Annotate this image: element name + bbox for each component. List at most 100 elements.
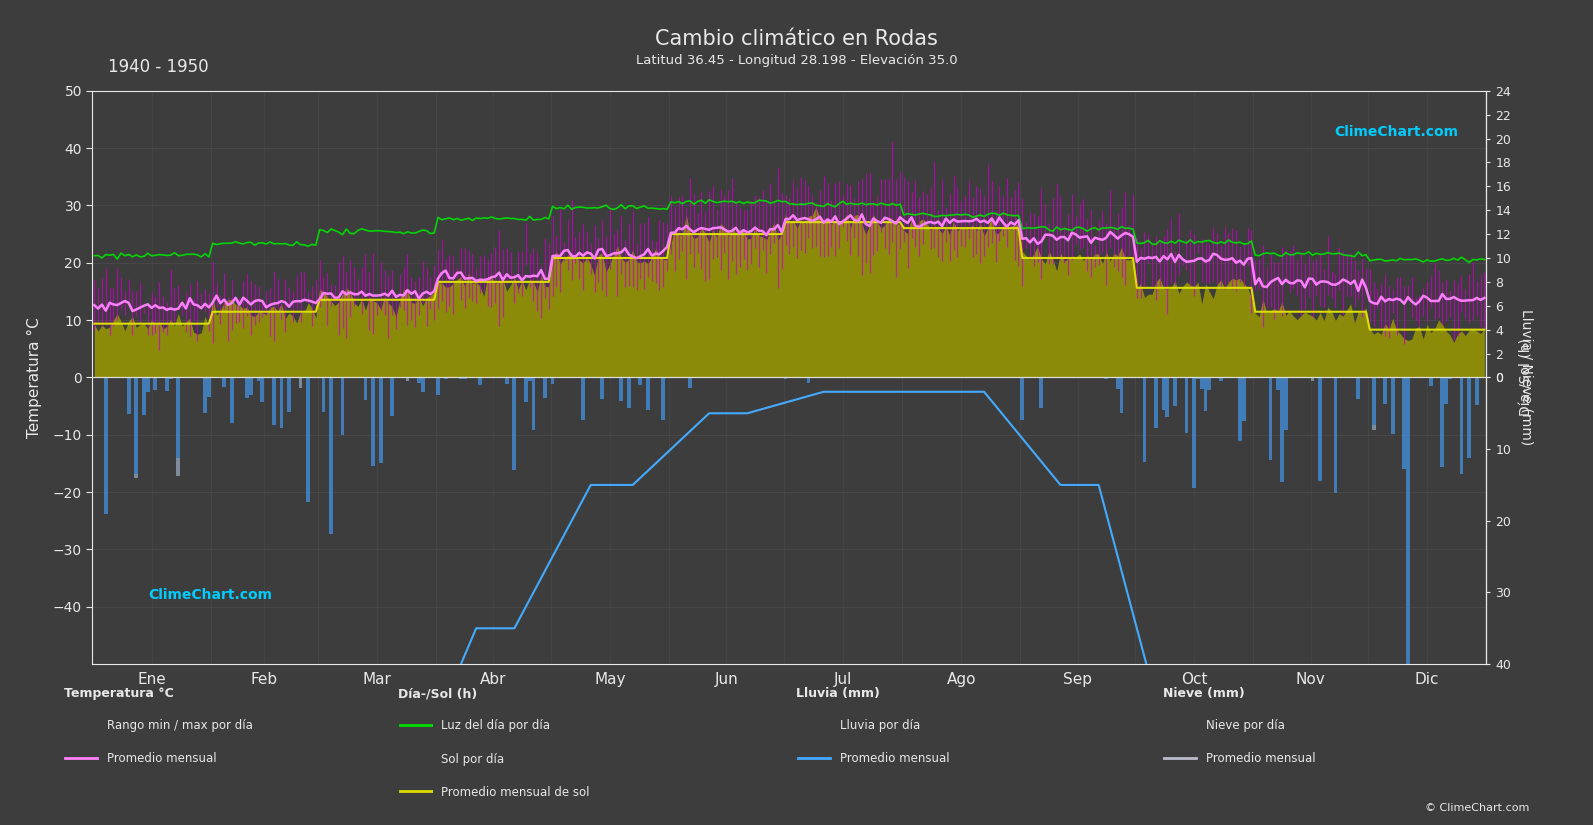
- Bar: [1402, 378, 1407, 469]
- Bar: [147, 378, 150, 392]
- Text: © ClimeChart.com: © ClimeChart.com: [1424, 803, 1529, 813]
- Bar: [260, 378, 264, 402]
- Y-axis label: Lluvia / Nieve (mm): Lluvia / Nieve (mm): [1520, 309, 1534, 446]
- Text: Nieve por día: Nieve por día: [1206, 719, 1286, 733]
- Bar: [1459, 378, 1464, 474]
- Text: Cambio climático en Rodas: Cambio climático en Rodas: [655, 29, 938, 49]
- Bar: [229, 378, 234, 423]
- Bar: [551, 378, 554, 384]
- Bar: [177, 458, 180, 475]
- Text: Rango min / max por día: Rango min / max por día: [107, 719, 253, 733]
- Text: ClimeChart.com: ClimeChart.com: [1335, 125, 1459, 139]
- Bar: [417, 378, 421, 383]
- Bar: [1467, 378, 1470, 458]
- Text: Promedio mensual: Promedio mensual: [840, 752, 949, 766]
- Bar: [1196, 378, 1200, 379]
- Bar: [1372, 425, 1375, 430]
- Bar: [287, 378, 292, 412]
- Text: ClimeChart.com: ClimeChart.com: [148, 588, 272, 602]
- Text: Promedio mensual de sol: Promedio mensual de sol: [441, 785, 589, 799]
- Bar: [628, 378, 631, 408]
- Text: Luz del día por día: Luz del día por día: [441, 719, 550, 733]
- Bar: [298, 378, 303, 389]
- Bar: [1166, 378, 1169, 417]
- Bar: [661, 378, 666, 421]
- Bar: [1219, 378, 1223, 381]
- Bar: [134, 474, 139, 478]
- Bar: [459, 378, 464, 379]
- Bar: [524, 378, 527, 403]
- Bar: [1104, 378, 1109, 379]
- Bar: [1475, 378, 1478, 404]
- Bar: [1445, 378, 1448, 404]
- Bar: [1192, 378, 1196, 488]
- Text: Nieve (mm): Nieve (mm): [1163, 687, 1244, 700]
- Bar: [784, 378, 787, 380]
- Bar: [1372, 378, 1375, 425]
- Bar: [256, 378, 260, 381]
- Text: Lluvia (mm): Lluvia (mm): [796, 687, 881, 700]
- Bar: [505, 378, 508, 384]
- Bar: [1204, 378, 1207, 411]
- Text: Promedio mensual: Promedio mensual: [1206, 752, 1316, 766]
- Bar: [330, 378, 333, 534]
- Bar: [532, 378, 535, 430]
- Bar: [444, 378, 448, 380]
- Bar: [1383, 378, 1388, 403]
- Bar: [1333, 378, 1338, 493]
- Bar: [390, 378, 393, 417]
- Bar: [249, 378, 253, 395]
- Bar: [406, 378, 409, 381]
- Text: Día-/Sol (h): Día-/Sol (h): [398, 687, 478, 700]
- Bar: [1319, 378, 1322, 481]
- Bar: [166, 378, 169, 391]
- Bar: [1276, 378, 1281, 390]
- Bar: [1161, 378, 1166, 410]
- Text: Temperatura °C: Temperatura °C: [64, 687, 174, 700]
- Bar: [1407, 378, 1410, 674]
- Text: Sol por día: Sol por día: [441, 752, 505, 766]
- Bar: [1207, 378, 1211, 390]
- Text: Latitud 36.45 - Longitud 28.198 - Elevación 35.0: Latitud 36.45 - Longitud 28.198 - Elevac…: [636, 54, 957, 67]
- Bar: [363, 378, 368, 400]
- Bar: [639, 378, 642, 385]
- Bar: [153, 378, 158, 389]
- Bar: [272, 378, 276, 425]
- Bar: [1153, 378, 1158, 428]
- Bar: [1115, 378, 1120, 389]
- Bar: [104, 378, 108, 514]
- Bar: [379, 378, 382, 463]
- Bar: [1142, 378, 1147, 462]
- Bar: [647, 378, 650, 410]
- Bar: [478, 378, 483, 385]
- Bar: [1120, 378, 1123, 413]
- Bar: [1185, 378, 1188, 432]
- Bar: [1440, 378, 1445, 467]
- Bar: [1268, 378, 1273, 460]
- Bar: [204, 378, 207, 413]
- Bar: [1311, 378, 1314, 381]
- Bar: [169, 378, 172, 380]
- Bar: [223, 378, 226, 387]
- Text: Promedio mensual: Promedio mensual: [107, 752, 217, 766]
- Bar: [127, 378, 131, 414]
- Y-axis label: Día-/Sol (h): Día-/Sol (h): [1520, 338, 1534, 417]
- Y-axis label: Temperatura °C: Temperatura °C: [27, 317, 41, 438]
- Bar: [543, 378, 546, 398]
- Bar: [177, 378, 180, 458]
- Bar: [1429, 378, 1432, 386]
- Bar: [1243, 378, 1246, 421]
- Bar: [1281, 378, 1284, 482]
- Bar: [279, 378, 284, 428]
- Text: 1940 - 1950: 1940 - 1950: [108, 58, 209, 76]
- Bar: [1040, 378, 1043, 408]
- Bar: [322, 378, 325, 412]
- Bar: [207, 378, 210, 397]
- Bar: [341, 378, 344, 435]
- Bar: [1391, 378, 1394, 434]
- Bar: [527, 378, 532, 380]
- Bar: [436, 378, 440, 395]
- Bar: [513, 378, 516, 469]
- Bar: [806, 378, 811, 383]
- Bar: [1448, 378, 1451, 379]
